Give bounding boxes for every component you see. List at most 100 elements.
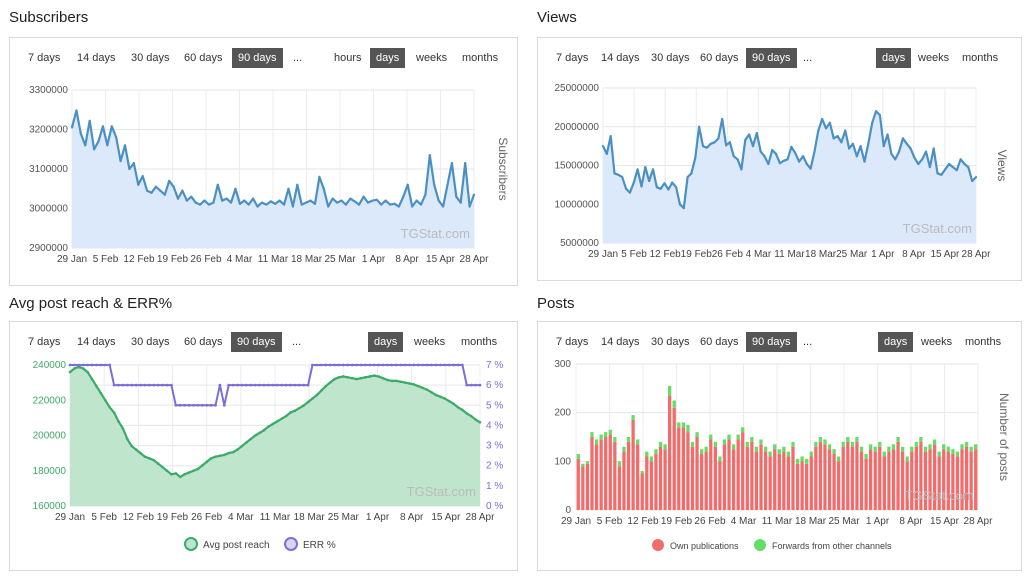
x-tick-label: 29 Jan	[55, 512, 85, 523]
forward-bar	[668, 385, 672, 396]
range-more-button[interactable]: ...	[803, 52, 813, 64]
own-bar	[585, 463, 590, 510]
reach-point	[372, 374, 376, 377]
data-point	[70, 126, 74, 129]
data-point	[867, 142, 870, 145]
x-tick-label: 26 Feb	[712, 249, 744, 260]
range-7-days-button[interactable]: 7 days	[556, 336, 589, 348]
granularity-months-button[interactable]: months	[962, 52, 999, 64]
own-bar	[955, 456, 960, 510]
forward-bar	[795, 458, 800, 464]
forward-bar	[731, 444, 736, 450]
range-14-days-button[interactable]: 14 days	[77, 336, 116, 348]
granularity-days-button[interactable]: days	[370, 48, 406, 68]
reach-point	[337, 376, 341, 379]
granularity-weeks-button[interactable]: weeks	[921, 336, 953, 348]
range-7-days-button[interactable]: 7 days	[556, 52, 589, 64]
data-point	[605, 152, 608, 155]
reach-point	[421, 386, 424, 390]
range-90-days-button[interactable]: 90 days	[746, 48, 797, 68]
range-30-days-button[interactable]: 30 days	[131, 52, 170, 64]
range-more-button[interactable]: ...	[803, 336, 813, 348]
forward-bar	[727, 434, 731, 440]
forward-bar	[896, 437, 900, 442]
range-60-days-button[interactable]: 60 days	[184, 52, 223, 64]
granularity-days-button[interactable]: days	[878, 332, 914, 352]
granularity-weeks-button[interactable]: weeks	[414, 336, 446, 348]
data-point	[721, 117, 724, 121]
range-14-days-button[interactable]: 14 days	[601, 52, 640, 64]
granularity-days-button[interactable]: days	[368, 332, 404, 352]
x-tick-label: 1 Apr	[871, 249, 895, 260]
own-bar	[649, 461, 654, 510]
forward-bar	[663, 444, 667, 450]
granularity-days-button[interactable]: days	[876, 48, 912, 68]
y-tick-label-left: 240000	[33, 360, 67, 371]
own-bar	[599, 439, 603, 510]
range-90-days-button[interactable]: 90 days	[232, 48, 283, 68]
range-30-days-button[interactable]: 30 days	[651, 336, 690, 348]
data-point	[936, 172, 939, 175]
range-7-days-button[interactable]: 7 days	[28, 336, 61, 348]
reach-point	[139, 451, 142, 455]
data-point	[613, 172, 616, 175]
data-point	[932, 147, 935, 150]
granularity-weeks-button[interactable]: weeks	[918, 52, 950, 64]
range-60-days-button[interactable]: 60 days	[700, 336, 739, 348]
data-point	[282, 203, 286, 206]
range-more-button[interactable]: ...	[293, 52, 303, 64]
range-7-days-button[interactable]: 7 days	[28, 52, 61, 64]
granularity-months-button[interactable]: months	[965, 336, 1002, 348]
forward-bar	[891, 444, 896, 450]
y-tick-label: 25000000	[555, 83, 600, 94]
err-point	[187, 403, 191, 407]
forward-bar	[837, 456, 841, 462]
forward-bar	[608, 429, 612, 435]
subscribers-title: Subscribers	[9, 9, 89, 26]
granularity-months-button[interactable]: months	[462, 52, 499, 64]
reach-point	[170, 472, 173, 476]
range-90-days-button[interactable]: 90 days	[231, 332, 282, 352]
views-card: 7 days 14 days 30 days 60 days 90 days .…	[537, 37, 1022, 281]
forward-bar	[645, 451, 649, 457]
err-point	[222, 403, 226, 407]
range-60-days-button[interactable]: 60 days	[184, 336, 223, 348]
data-point	[185, 199, 188, 202]
range-14-days-button[interactable]: 14 days	[77, 52, 116, 64]
err-point	[443, 363, 447, 367]
data-point	[229, 201, 233, 204]
x-tick-label: 4 Mar	[227, 254, 253, 265]
data-point	[832, 137, 835, 140]
range-30-days-button[interactable]: 30 days	[131, 336, 170, 348]
reach-point	[412, 383, 416, 386]
granularity-weeks-button[interactable]: weeks	[416, 52, 448, 64]
reach-point	[240, 444, 244, 448]
granularity-hours-button[interactable]: hours	[334, 52, 362, 64]
reach-point	[156, 462, 160, 465]
range-60-days-button[interactable]: 60 days	[700, 52, 739, 64]
own-bar	[768, 456, 772, 510]
range-90-days-button[interactable]: 90 days	[746, 332, 797, 352]
reach-point	[447, 399, 451, 403]
reach-point	[328, 381, 332, 384]
range-30-days-button[interactable]: 30 days	[651, 52, 690, 64]
reach-point	[90, 377, 94, 381]
data-point	[437, 199, 440, 202]
own-bar	[896, 441, 900, 510]
data-point	[674, 186, 678, 189]
range-more-button[interactable]: ...	[292, 336, 302, 348]
err-point	[474, 383, 477, 387]
forward-bar	[695, 432, 699, 437]
data-point	[759, 150, 762, 153]
data-point	[84, 144, 87, 147]
forward-bar	[672, 400, 676, 408]
granularity-months-button[interactable]: months	[461, 336, 498, 348]
x-tick-label: 11 Mar	[260, 512, 291, 523]
data-point	[894, 158, 897, 161]
x-tick-label: 8 Apr	[395, 254, 419, 265]
watermark: TGStat.com	[407, 484, 476, 499]
y-tick-label: 3300000	[29, 85, 68, 96]
forward-bar	[654, 449, 658, 455]
range-14-days-button[interactable]: 14 days	[601, 336, 640, 348]
err-point	[478, 383, 482, 387]
